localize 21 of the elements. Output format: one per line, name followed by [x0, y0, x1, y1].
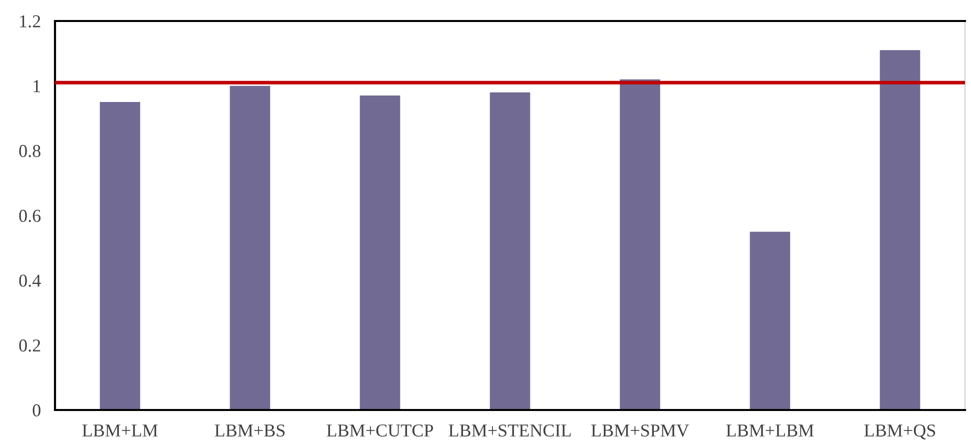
bar [100, 102, 140, 410]
x-tick-label: LBM+STENCIL [448, 424, 571, 437]
y-tick-label: 1 [34, 80, 40, 92]
y-tick-label: 0.2 [19, 339, 40, 352]
bar [620, 79, 660, 410]
x-tick-label: LBM+LM [82, 424, 158, 436]
x-tick-label: LBM+CUTCP [326, 424, 434, 437]
bar [230, 86, 270, 410]
y-tick-label: 1.2 [20, 15, 40, 28]
y-tick-label: 0.4 [19, 274, 41, 287]
bar [880, 50, 920, 410]
x-tick-label: LBM+QS [864, 424, 936, 440]
y-tick-label: 0.6 [19, 210, 41, 222]
y-tick-label: 0 [32, 404, 40, 416]
y-tick-label: 0.8 [19, 144, 40, 158]
x-tick-label: LBM+LBM [726, 424, 814, 436]
x-tick-label: LBM+BS [214, 424, 285, 437]
x-tick-label: LBM+SPMV [591, 424, 690, 437]
bar [750, 232, 790, 410]
bar [490, 92, 530, 410]
bar [360, 96, 400, 410]
